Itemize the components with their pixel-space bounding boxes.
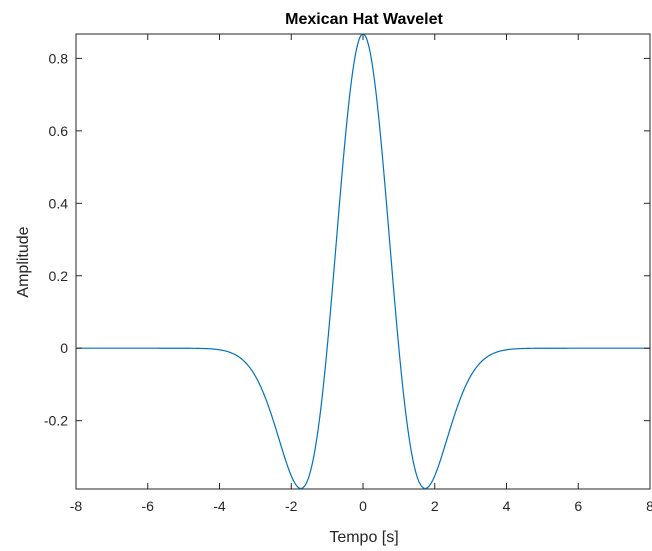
x-tick-label: 6 [574,498,582,514]
x-tick-label: -2 [285,498,298,514]
chart-title: Mexican Hat Wavelet [285,11,443,28]
ticks: -8 -6 -4 -2 0 2 4 6 8 -0.2 0 0.2 0.4 0.6 0.8 [44,34,652,514]
x-tick-label: 0 [359,498,367,514]
x-tick-label: -4 [213,498,226,514]
y-tick-label: 0 [60,340,68,356]
x-tick-label: 2 [431,498,439,514]
x-tick-label: -8 [70,498,83,514]
y-tick-label: 0.8 [49,50,69,66]
y-axis-label: Amplitude [15,226,32,297]
axes [75,33,651,490]
y-tick-label: -0.2 [44,413,68,429]
x-tick-label: 4 [503,498,511,514]
x-tick-label: 8 [646,498,652,514]
plot-area [75,33,651,490]
y-tick-label: 0.4 [49,195,69,211]
x-axis-label: Tempo [s] [329,529,398,546]
x-tick-label: -6 [142,498,155,514]
y-tick-label: 0.2 [49,268,69,284]
y-tick-label: 0.6 [49,123,69,139]
